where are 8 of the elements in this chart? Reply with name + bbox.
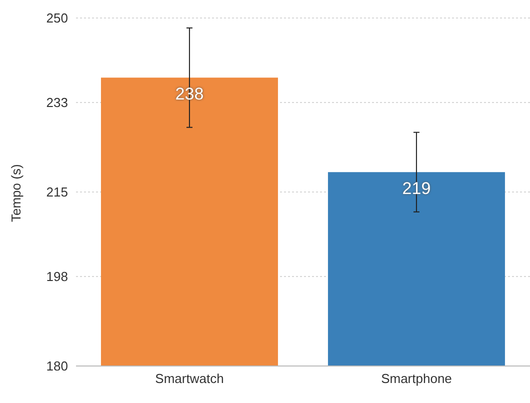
y-tick-label: 180 <box>46 358 68 374</box>
x-tick-label: Smartphone <box>381 371 452 386</box>
y-tick-label: 250 <box>46 10 68 26</box>
y-axis-title: Tempo (s) <box>8 164 24 222</box>
y-tick-label: 233 <box>46 95 68 110</box>
x-tick-label: Smartwatch <box>155 371 224 386</box>
y-tick-label: 198 <box>46 269 68 284</box>
y-tick-label: 215 <box>46 184 68 200</box>
